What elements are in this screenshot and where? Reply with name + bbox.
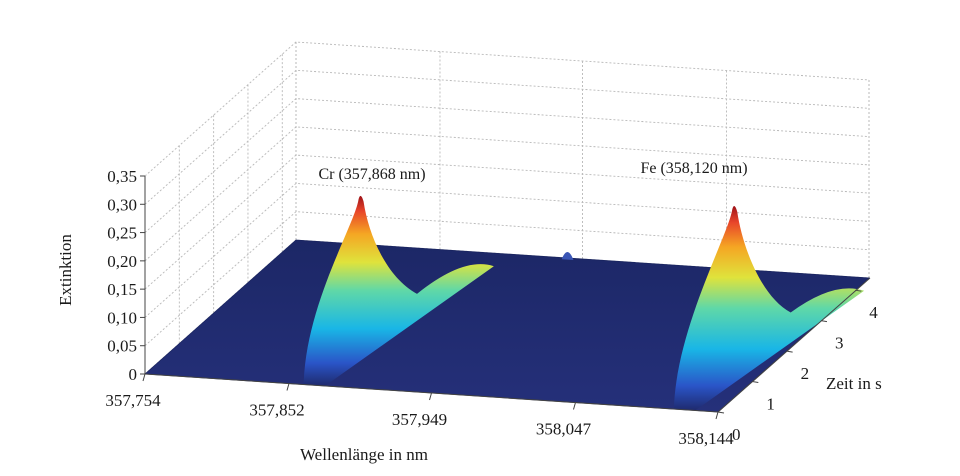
x-tick [573,402,576,410]
x-tick [715,411,719,420]
z-gridline [144,126,870,262]
x-tick [142,373,146,382]
y-tick [717,411,725,414]
peak-label: Fe (358,120 nm) [640,160,747,177]
y-tick [820,320,828,323]
y-tick-label: 2 [801,364,810,383]
y-tick-label: 1 [766,395,775,414]
z-gridline [144,98,870,233]
y-tick [786,350,793,353]
grid-walls [144,41,870,375]
y-axis-title: Zeit in s [826,374,882,393]
z-tick-label: 0,30 [107,195,137,214]
minor-bump [561,251,574,261]
z-tick-label: 0,20 [107,252,137,271]
x-tick-label: 358,047 [536,420,592,439]
y-axis [717,277,871,413]
z-axis-title: Extinktion [56,234,75,306]
peak-cr [303,195,494,386]
y-tick-label: 3 [835,334,844,353]
peak-fe [673,206,865,411]
z-tick-label: 0,10 [107,308,137,327]
z-tick-label: 0,25 [107,224,137,243]
peak-label: Cr (357,868 nm) [318,166,425,183]
axes [140,175,871,420]
y-tick [855,289,862,292]
labels: 0 0,05 0,10 0,15 0,20 0,25 0,30 0,35 357,754 357,… [56,160,882,464]
z-tick-label: 0 [129,365,138,384]
z-tick-label: 0,15 [107,280,137,299]
x-tick-label: 357,852 [249,401,304,420]
x-axis-title: Wellenlänge in nm [300,445,428,464]
z-tick-label: 0,05 [107,337,137,356]
z-gridline [144,69,870,205]
y-tick-label: 4 [869,303,878,322]
y-tick [752,381,759,384]
x-tick-label: 357,949 [392,410,447,429]
x-tick [429,392,432,401]
surface-peaks [303,195,865,411]
x-tick-label: 357,754 [105,391,161,410]
x-tick-label: 358,144 [678,429,734,448]
x-tick [286,383,290,391]
z-gridline [144,41,870,177]
y-tick-label: 0 [732,425,741,444]
z-tick-label: 0,35 [107,167,137,186]
